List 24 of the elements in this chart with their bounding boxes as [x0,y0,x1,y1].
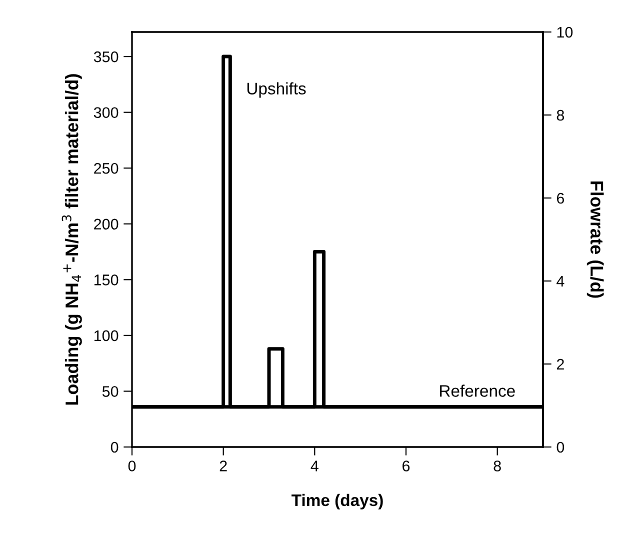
y-tick-label: 50 [102,386,118,397]
x-tick-label: 8 [494,460,501,472]
y2-tick-label: 10 [557,26,573,38]
y2-axis-title: Flowrate (L/d) [586,182,604,298]
y2-tick-label: 6 [556,192,564,204]
y-tick-label: 200 [94,218,118,230]
y-tick-label: 150 [94,274,118,286]
y-tick-label: 0 [110,442,118,453]
y-tick-label: 350 [94,51,118,62]
x-tick-label: 4 [310,460,318,472]
y2-tick-label: 4 [556,276,564,287]
x-tick-label: 0 [128,460,136,472]
y2-tick-label: 2 [556,358,564,370]
x-tick-label: 6 [402,460,410,472]
x-tick-label: 2 [220,460,227,472]
y-axis-title: Loading (g NH$_{4}$$^{+}$-N/m$^{3}$ filter material/d) [62,74,82,405]
y2-tick-label: 8 [556,110,564,121]
x-axis-title: Time (days) [292,494,383,510]
series-label: Reference [440,384,515,397]
y-tick-label: 250 [94,162,118,174]
y-tick-label: 300 [94,107,118,118]
y-tick-label: 100 [94,330,118,342]
series-label: Upshifts [247,82,306,98]
y2-tick-label: 0 [556,442,564,453]
